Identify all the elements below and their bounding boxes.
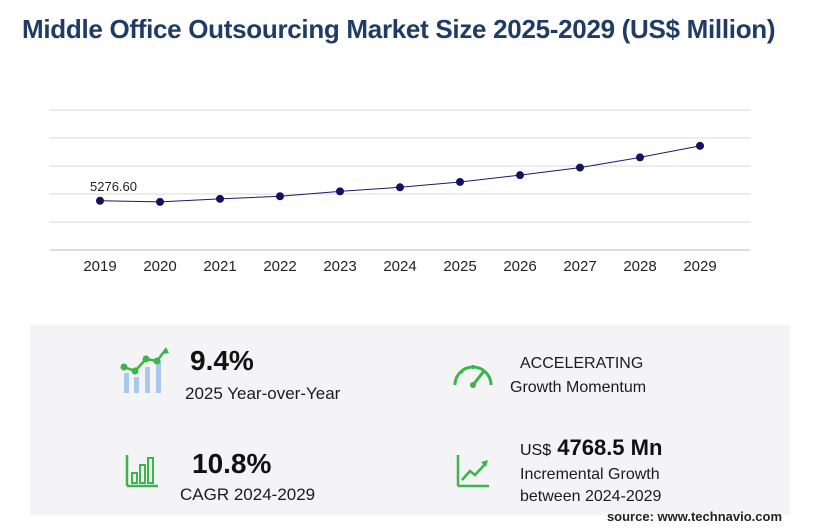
x-tick-label: 2019 — [83, 258, 116, 275]
x-tick-label: 2024 — [383, 258, 416, 275]
data-point — [696, 141, 704, 150]
data-point — [576, 163, 584, 172]
cagr-value: 10.8% — [192, 448, 272, 479]
x-tick-label: 2020 — [143, 258, 176, 275]
incremental-value-row: US$ 4768.5 Mn — [520, 435, 662, 461]
data-label: 5276.60 — [90, 179, 137, 194]
data-point — [336, 187, 344, 196]
growth-bars-icon — [120, 347, 169, 393]
source-note: source: www.technavio.com — [606, 509, 782, 524]
data-point — [276, 192, 284, 201]
x-tick-label: 2026 — [503, 258, 536, 275]
data-point — [516, 171, 524, 180]
data-point — [96, 196, 104, 205]
data-point — [456, 177, 464, 186]
kpi-panel: 9.4% 2025 Year-over-Year ACCELERATING Gr… — [30, 325, 790, 515]
cagr-label: CAGR 2024-2029 — [180, 485, 316, 504]
x-tick-label: 2029 — [683, 258, 716, 275]
chart-title: Middle Office Outsourcing Market Size 20… — [22, 14, 776, 44]
momentum-line1: ACCELERATING — [520, 355, 644, 372]
data-point — [216, 194, 224, 203]
x-tick-label: 2023 — [323, 258, 356, 275]
x-tick-label: 2027 — [563, 258, 596, 275]
incremental-line1: Incremental Growth — [520, 466, 660, 483]
data-point — [156, 197, 164, 206]
data-point — [636, 153, 644, 162]
x-tick-label: 2022 — [263, 258, 296, 275]
yoy-label: 2025 Year-over-Year — [185, 384, 341, 403]
incremental-line2: between 2024-2029 — [520, 488, 662, 505]
trend-up-icon — [456, 455, 489, 488]
currency-prefix: US$ — [520, 442, 552, 459]
line-chart: 2019 2020 2021 2022 2023 2024 2025 2026 2027 2028… — [50, 109, 750, 275]
momentum-line2: Growth Momentum — [510, 379, 647, 396]
bar-chart-icon — [125, 455, 158, 488]
x-tick-label: 2025 — [443, 258, 476, 275]
yoy-value: 9.4% — [190, 345, 254, 376]
speedometer-icon — [453, 365, 493, 388]
x-tick-label: 2028 — [623, 258, 656, 275]
x-tick-label: 2021 — [203, 258, 236, 275]
incremental-value: 4768.5 Mn — [557, 435, 663, 460]
data-point — [396, 183, 404, 192]
